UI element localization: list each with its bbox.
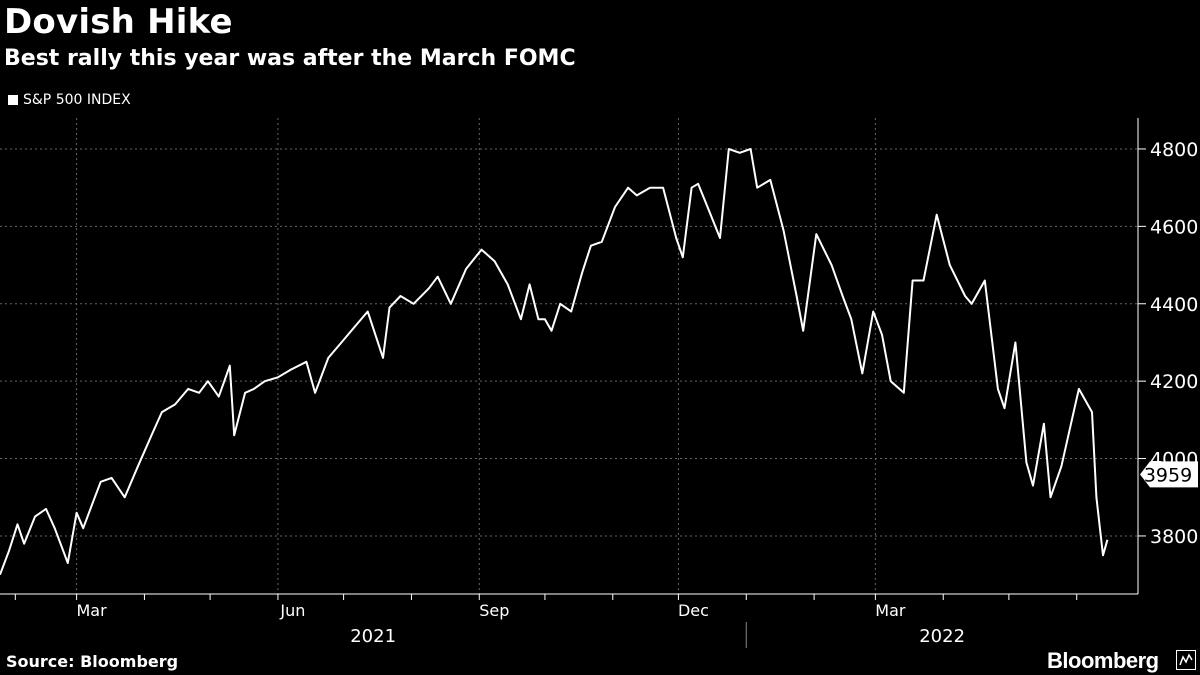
legend-swatch (8, 95, 18, 105)
x-tick-label: Mar (875, 601, 906, 620)
x-tick-label: Sep (479, 601, 509, 620)
x-tick-label: Mar (77, 601, 108, 620)
y-tick-label: 4800 (1150, 139, 1198, 161)
last-value-tag (1140, 461, 1198, 488)
y-tick-label: 4400 (1150, 294, 1198, 316)
legend: S&P 500 INDEX (8, 92, 131, 108)
brand-logo: Bloomberg (1047, 648, 1159, 673)
x-tick-label: Jun (279, 601, 305, 620)
series-line-sp500 (0, 148, 1109, 576)
source-note: Source: Bloomberg (6, 652, 179, 671)
chart-title: Dovish Hike (4, 2, 233, 42)
y-tick-label: 4600 (1150, 216, 1198, 238)
year-label-2022: 2022 (919, 626, 965, 647)
x-tick-label: Dec (678, 601, 709, 620)
y-tick-label: 4200 (1150, 371, 1198, 393)
last-value-label: 3959 (1144, 464, 1192, 486)
legend-label: S&P 500 INDEX (23, 92, 131, 108)
chart-subtitle: Best rally this year was after the March… (4, 46, 576, 71)
y-tick-label: 3800 (1150, 526, 1198, 548)
bloomberg-terminal-icon (1176, 650, 1196, 670)
year-label-2021: 2021 (350, 626, 396, 647)
